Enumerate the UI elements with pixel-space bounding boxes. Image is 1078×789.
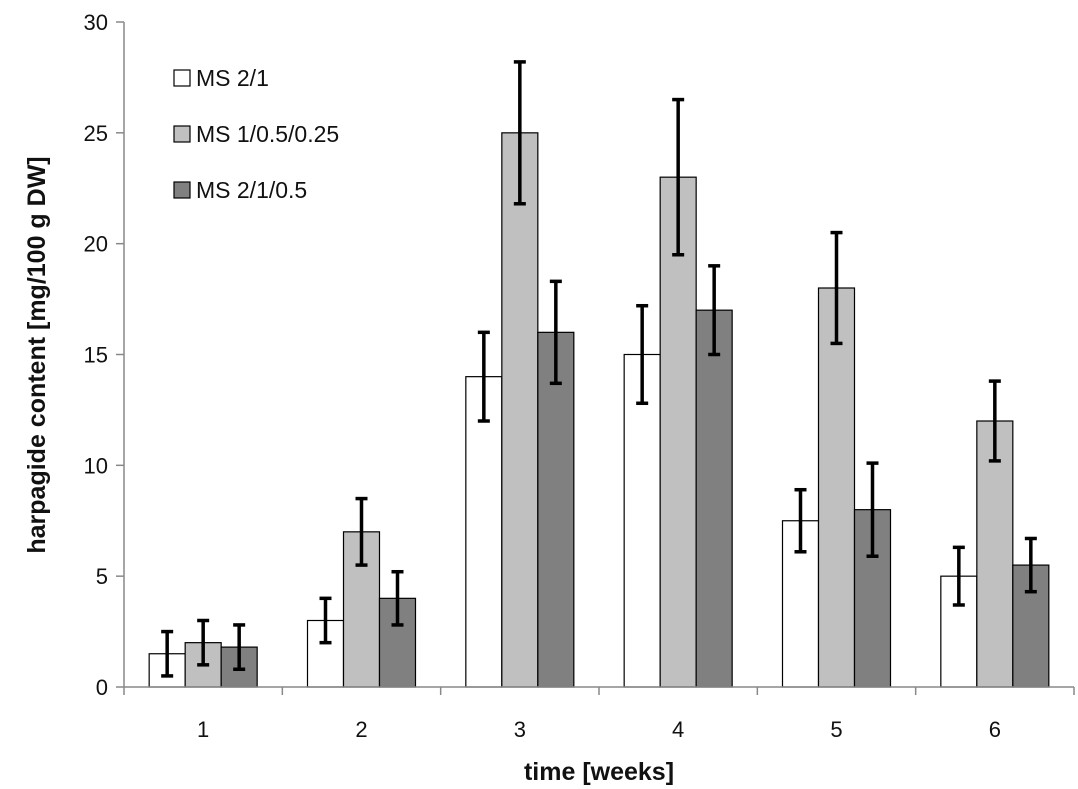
x-tick-label: 4	[672, 717, 684, 742]
y-tick-label: 20	[84, 232, 108, 257]
bar	[537, 331, 575, 688]
y-tick-label: 0	[96, 675, 108, 700]
y-tick-label: 30	[84, 10, 108, 35]
y-axis-title: harpagide content [mg/100 g DW]	[23, 156, 51, 553]
legend-label: MS 1/0.5/0.25	[196, 121, 339, 147]
legend: MS 2/1 MS 1/0.5/0.25 MS 2/1/0.5	[173, 65, 339, 203]
y-tick-label: 10	[84, 453, 108, 478]
legend-label: MS 2/1/0.5	[196, 177, 307, 203]
bar	[659, 176, 697, 688]
bar-groups	[148, 132, 1050, 688]
x-tick-label: 2	[355, 717, 367, 742]
axes	[123, 22, 1074, 688]
bar	[976, 420, 1014, 688]
x-tick-label: 6	[989, 717, 1001, 742]
y-tick-label: 25	[84, 121, 108, 146]
y-axis-ticks: 0 5 10 15 20 25 30	[84, 10, 124, 700]
x-axis-title: time [weeks]	[524, 758, 674, 786]
y-tick-label: 15	[84, 343, 108, 368]
x-axis-ticks: 1 2 3 4 5 6	[123, 687, 1075, 742]
bar	[695, 309, 733, 688]
x-tick-label: 5	[830, 717, 842, 742]
legend-label: MS 2/1	[196, 65, 269, 91]
x-tick-label: 1	[197, 717, 209, 742]
y-tick-label: 5	[96, 564, 108, 589]
error-bars	[161, 60, 1037, 678]
legend-swatch	[173, 125, 191, 143]
x-tick-label: 3	[514, 717, 526, 742]
legend-swatch	[173, 181, 191, 199]
legend-swatch	[173, 69, 191, 87]
bar	[817, 287, 856, 688]
bar	[623, 353, 661, 688]
bar	[501, 132, 539, 688]
bar	[465, 376, 503, 688]
